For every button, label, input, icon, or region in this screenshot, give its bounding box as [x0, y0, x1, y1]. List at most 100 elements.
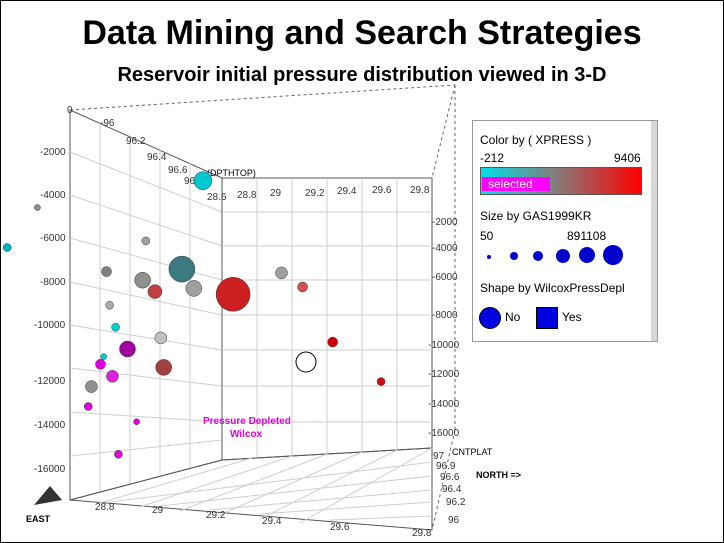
z-right-tick: -12000: [428, 369, 460, 380]
data-point[interactable]: [134, 271, 151, 289]
data-point[interactable]: [275, 266, 288, 280]
data-point[interactable]: [100, 353, 107, 360]
floor-grid: [69, 447, 433, 531]
shape-yes-marker: [536, 307, 558, 329]
color-min: -212: [480, 151, 505, 165]
data-point[interactable]: [114, 450, 123, 459]
z-tick: -14000: [34, 420, 66, 431]
x-top-tick: 28.6: [207, 192, 227, 203]
data-point[interactable]: [34, 204, 41, 211]
data-point[interactable]: [185, 280, 203, 297]
shape-no-marker: [479, 307, 501, 329]
x-top-tick: 29: [270, 188, 282, 199]
shape-yes-label: Yes: [562, 310, 582, 324]
z-right-tick: -4000: [432, 243, 458, 254]
x-top-tick: 29.4: [337, 186, 357, 197]
annotation-line2: Wilcox: [230, 429, 263, 440]
x-top-tick: 28.8: [237, 190, 257, 201]
z-tick: -6000: [40, 233, 66, 244]
x-axis-top-ticks: 28.6 28.8 29 29.2 29.4 29.6 29.8: [207, 185, 430, 203]
y-tick: 97: [433, 451, 445, 462]
north-direction-label: NORTH =>: [476, 470, 521, 480]
z-right-tick: -10000: [428, 340, 460, 351]
y-axis-top-ticks: -96 96.2 96.4 96.6 96.8: [100, 118, 204, 187]
data-point[interactable]: [215, 277, 251, 312]
annotation-line1: Pressure Depleted: [203, 416, 291, 427]
size-marker: [487, 255, 491, 259]
data-point[interactable]: [83, 402, 93, 411]
shape-no-label: No: [505, 310, 521, 324]
data-point[interactable]: [141, 236, 151, 246]
data-point[interactable]: [106, 370, 119, 383]
x-tick: 29.4: [262, 516, 282, 527]
y-axis-label: CNTPLAT: [452, 447, 493, 457]
chart-title: Data Mining and Search Strategies: [82, 14, 642, 52]
legend-panel: Color by ( XPRESS ) -212 9406 selected S…: [472, 120, 658, 342]
z-axis-ticks: 0 -2000 -4000 -6000 -8000 -10000 -12000 …: [34, 105, 73, 475]
data-point[interactable]: [193, 171, 213, 190]
x-top-tick: 29.6: [372, 185, 392, 196]
data-point[interactable]: [95, 359, 106, 370]
x-tick: 29.2: [206, 510, 226, 521]
y-top-tick: 96.4: [147, 152, 167, 163]
shape-by-title: Shape by WilcoxPressDepl: [480, 281, 625, 295]
z-tick: 0: [67, 105, 73, 116]
z-axis-right-ticks: -2000 -4000 -6000 -8000 -10000 -12000 -1…: [428, 217, 460, 439]
z-right-tick: -2000: [432, 217, 458, 228]
left-wall-grid: [69, 109, 223, 501]
highlight-ring: [295, 351, 317, 373]
data-point[interactable]: [147, 284, 163, 299]
bounding-box: [69, 84, 456, 531]
data-point[interactable]: [101, 266, 112, 277]
z-axis-label: (DPTHTOP): [207, 168, 256, 178]
data-point[interactable]: [119, 340, 136, 358]
y-top-tick: 96.6: [168, 165, 188, 176]
z-right-tick: -6000: [432, 272, 458, 283]
selected-swatch[interactable]: selected: [482, 177, 550, 191]
data-point[interactable]: [376, 377, 386, 386]
data-point[interactable]: [2, 243, 12, 252]
y-tick: 96.6: [440, 472, 460, 483]
z-right-tick: -16000: [428, 428, 460, 439]
size-min: 50: [480, 229, 494, 243]
y-top-tick: 96.2: [126, 136, 146, 147]
x-tick: 29.6: [330, 522, 350, 533]
data-point[interactable]: [154, 331, 168, 345]
size-max: 891108: [567, 229, 607, 243]
z-tick: -12000: [34, 376, 66, 387]
legend-scrollbar[interactable]: [651, 121, 657, 341]
x-tick: 28.8: [95, 502, 115, 513]
z-tick: -10000: [34, 320, 66, 331]
chart-subtitle: Reservoir initial pressure distribution …: [117, 64, 607, 86]
color-max: 9406: [614, 151, 641, 165]
z-right-tick: -14000: [428, 399, 460, 410]
data-point[interactable]: [85, 380, 98, 393]
x-tick: 29.8: [412, 528, 432, 539]
x-tick: 29: [152, 505, 164, 516]
eye-position-marker: [34, 486, 62, 505]
x-top-tick: 29.2: [305, 188, 325, 199]
data-point[interactable]: [133, 418, 140, 425]
y-axis-ticks: 97 96.9 96.6 96.4 96.2 96: [433, 451, 466, 526]
y-tick: 96.9: [436, 461, 456, 472]
color-by-title: Color by ( XPRESS ): [480, 133, 592, 147]
z-tick: -8000: [40, 277, 66, 288]
data-point[interactable]: [111, 322, 120, 332]
size-marker: [603, 245, 623, 265]
z-tick: -4000: [40, 190, 66, 201]
x-top-tick: 29.8: [410, 185, 430, 196]
data-point[interactable]: [297, 281, 308, 293]
x-axis-label: EAST: [26, 514, 51, 524]
data-point[interactable]: [327, 336, 338, 348]
size-by-title: Size by GAS1999KR: [480, 209, 592, 223]
y-tick: 96.4: [442, 484, 462, 495]
back-wall-grid: [221, 177, 433, 461]
size-marker: [510, 252, 518, 260]
data-point[interactable]: [155, 359, 172, 376]
data-point[interactable]: [168, 255, 196, 283]
data-points[interactable]: [0, 171, 386, 459]
data-point[interactable]: [105, 301, 114, 310]
x-axis-ticks: 28.8 29 29.2 29.4 29.6 29.8: [95, 502, 432, 539]
z-tick: -16000: [34, 464, 66, 475]
